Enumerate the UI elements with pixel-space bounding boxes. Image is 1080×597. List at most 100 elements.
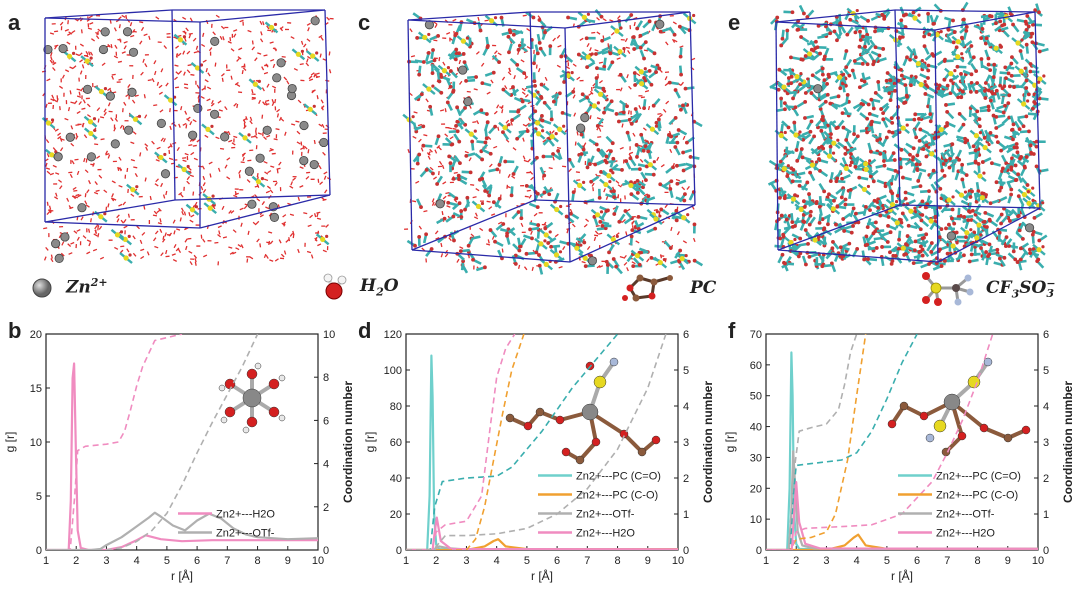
water-molecule	[268, 231, 273, 234]
otf-sulfur	[649, 126, 656, 132]
pc-oxygen	[845, 32, 850, 37]
pc-oxygen	[897, 237, 901, 242]
pc-oxygen	[599, 170, 603, 174]
otf-sulfur	[130, 187, 136, 193]
molecules	[402, 9, 704, 275]
water-molecule	[86, 251, 91, 255]
otf-oxygen	[559, 204, 563, 209]
pc-oxygen	[842, 229, 847, 233]
pc-oxygen	[912, 117, 917, 122]
water-molecule	[464, 150, 469, 154]
pc-oxygen	[857, 85, 862, 90]
cluster-atom	[609, 357, 619, 367]
pc-oxygen	[977, 117, 982, 122]
water-molecule	[163, 45, 168, 50]
water-molecule	[89, 51, 94, 56]
water-molecule	[88, 51, 91, 56]
water-molecule	[623, 262, 628, 266]
pc-oxygen	[979, 246, 983, 250]
pc-oxygen	[556, 148, 560, 153]
water-molecule	[221, 205, 225, 210]
otf-oxygen	[633, 180, 637, 185]
water-molecule	[43, 227, 48, 230]
pc-oxygen	[497, 60, 501, 65]
otf-oxygen	[963, 190, 968, 194]
y-tick-label: 20	[750, 483, 762, 495]
water-molecule	[602, 18, 607, 22]
water-molecule	[70, 101, 75, 104]
pc-oxygen	[451, 90, 456, 94]
pc-oxygen	[421, 60, 426, 64]
pc-oxygen	[928, 119, 933, 124]
otf-sulfur	[929, 151, 935, 157]
water-molecule	[72, 186, 77, 191]
cell-edge	[407, 19, 566, 29]
cluster-atom	[254, 362, 262, 370]
water-molecule	[575, 171, 580, 174]
pc-oxygen	[823, 24, 828, 29]
cn-curve-7	[406, 334, 667, 550]
otf-label-sub1: 3	[1011, 287, 1020, 301]
water-molecule	[81, 122, 85, 127]
otf-oxygen	[163, 152, 167, 157]
pc-oxygen	[940, 168, 945, 173]
water-molecule	[273, 47, 277, 52]
water-molecule	[175, 45, 180, 49]
water-molecule	[673, 39, 678, 43]
otf-oxygen	[894, 200, 899, 204]
pc-oxygen	[1009, 192, 1014, 197]
water-molecule	[175, 247, 180, 252]
water-molecule	[73, 100, 78, 105]
pc-oxygen	[963, 136, 968, 141]
pc-oxygen	[419, 92, 424, 97]
water-molecule	[278, 116, 282, 121]
pc-oxygen	[977, 124, 982, 129]
water-molecule	[581, 261, 586, 264]
cluster-atom	[575, 455, 585, 465]
pc-oxygen	[918, 184, 923, 189]
pc-oxygen	[620, 168, 624, 172]
water-molecule	[97, 28, 102, 33]
water-molecule	[489, 163, 493, 168]
pc-oxygen	[517, 248, 522, 253]
pc-oxygen	[532, 61, 536, 66]
water-molecule	[202, 182, 206, 187]
water-molecule	[466, 90, 471, 93]
water-molecule	[493, 110, 498, 115]
water-molecule	[50, 98, 55, 102]
pc-oxygen	[969, 252, 974, 257]
pc-oxygen	[840, 176, 844, 181]
pc-oxygen	[1003, 65, 1008, 70]
pc-oxygen	[533, 83, 537, 88]
pc-oxygen	[800, 57, 805, 62]
pc-oxygen	[668, 186, 673, 191]
water-molecule	[228, 246, 233, 249]
water-molecule	[309, 214, 314, 219]
pc-oxygen	[533, 109, 538, 114]
water-molecule	[240, 161, 245, 164]
cluster-atom	[651, 435, 661, 445]
water-molecule	[531, 266, 534, 271]
pc-oxygen	[867, 112, 872, 116]
pc-oxygen	[1027, 247, 1032, 252]
water-molecule	[173, 230, 176, 235]
pc-oxygen	[927, 189, 931, 194]
otf-oxygen	[953, 69, 957, 73]
water-molecule	[169, 125, 172, 131]
pc-oxygen	[483, 140, 488, 145]
water-molecule	[240, 222, 243, 227]
water-molecule	[120, 245, 125, 248]
pc-oxygen	[816, 23, 821, 28]
water-molecule	[238, 47, 243, 51]
water-molecule	[186, 116, 191, 121]
water-molecule	[239, 207, 244, 211]
water-molecule	[321, 197, 326, 201]
otf-oxygen	[1020, 38, 1024, 42]
pc-oxygen	[439, 90, 444, 95]
panel-label-c: c	[358, 10, 371, 35]
pc-oxygen	[792, 120, 797, 125]
pc-oxygen	[1015, 260, 1020, 265]
pc-oxygen	[542, 173, 547, 178]
pc-oxygen	[926, 63, 931, 68]
